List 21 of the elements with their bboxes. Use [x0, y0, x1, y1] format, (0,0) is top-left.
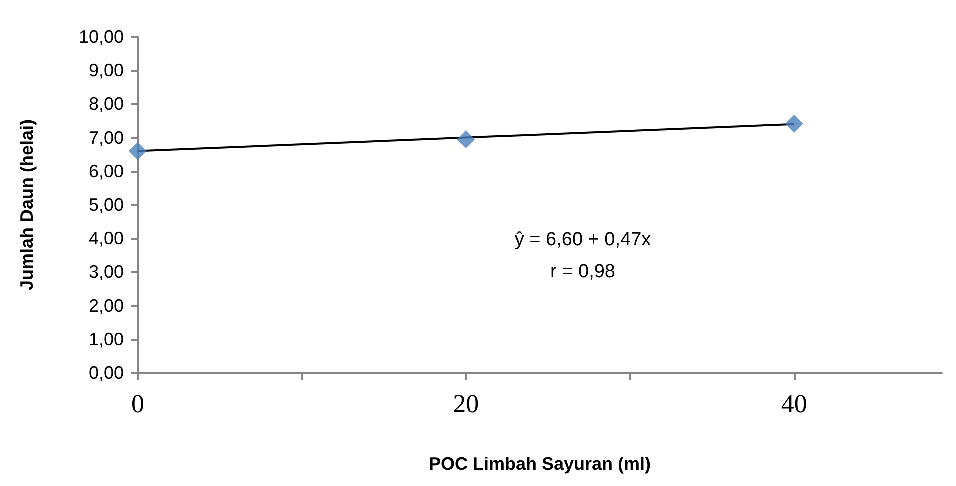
x-axis-title: POC Limbah Sayuran (ml): [428, 454, 652, 474]
y-tick-label: 2,00: [88, 296, 124, 316]
y-tick-label: 9,00: [88, 60, 124, 81]
y-tick-label: 3,00: [88, 262, 124, 282]
y-tick-label: 8,00: [88, 94, 124, 114]
x-tick-label: 40: [781, 390, 808, 418]
y-tick-label: 4,00: [88, 228, 124, 249]
y-tick-label: 7,00: [88, 128, 124, 148]
annotation: ŷ = 6,60 + 0,47x: [514, 230, 652, 250]
point: [457, 130, 476, 148]
annotation: r = 0,98: [550, 262, 616, 282]
y-axis-title: Jumlah Daun (helai): [17, 119, 37, 291]
y-tick-label: 0,00: [88, 363, 124, 383]
point: [129, 142, 147, 160]
y-tick-label: 6,00: [88, 161, 124, 182]
x-tick-label: 20: [453, 390, 480, 418]
y-tick-label: 5,00: [88, 195, 124, 215]
point: [785, 115, 804, 134]
y-tick-label: 10,00: [78, 27, 124, 47]
y-tick-label: 1,00: [88, 329, 124, 350]
x-tick-label: 0: [132, 390, 144, 418]
